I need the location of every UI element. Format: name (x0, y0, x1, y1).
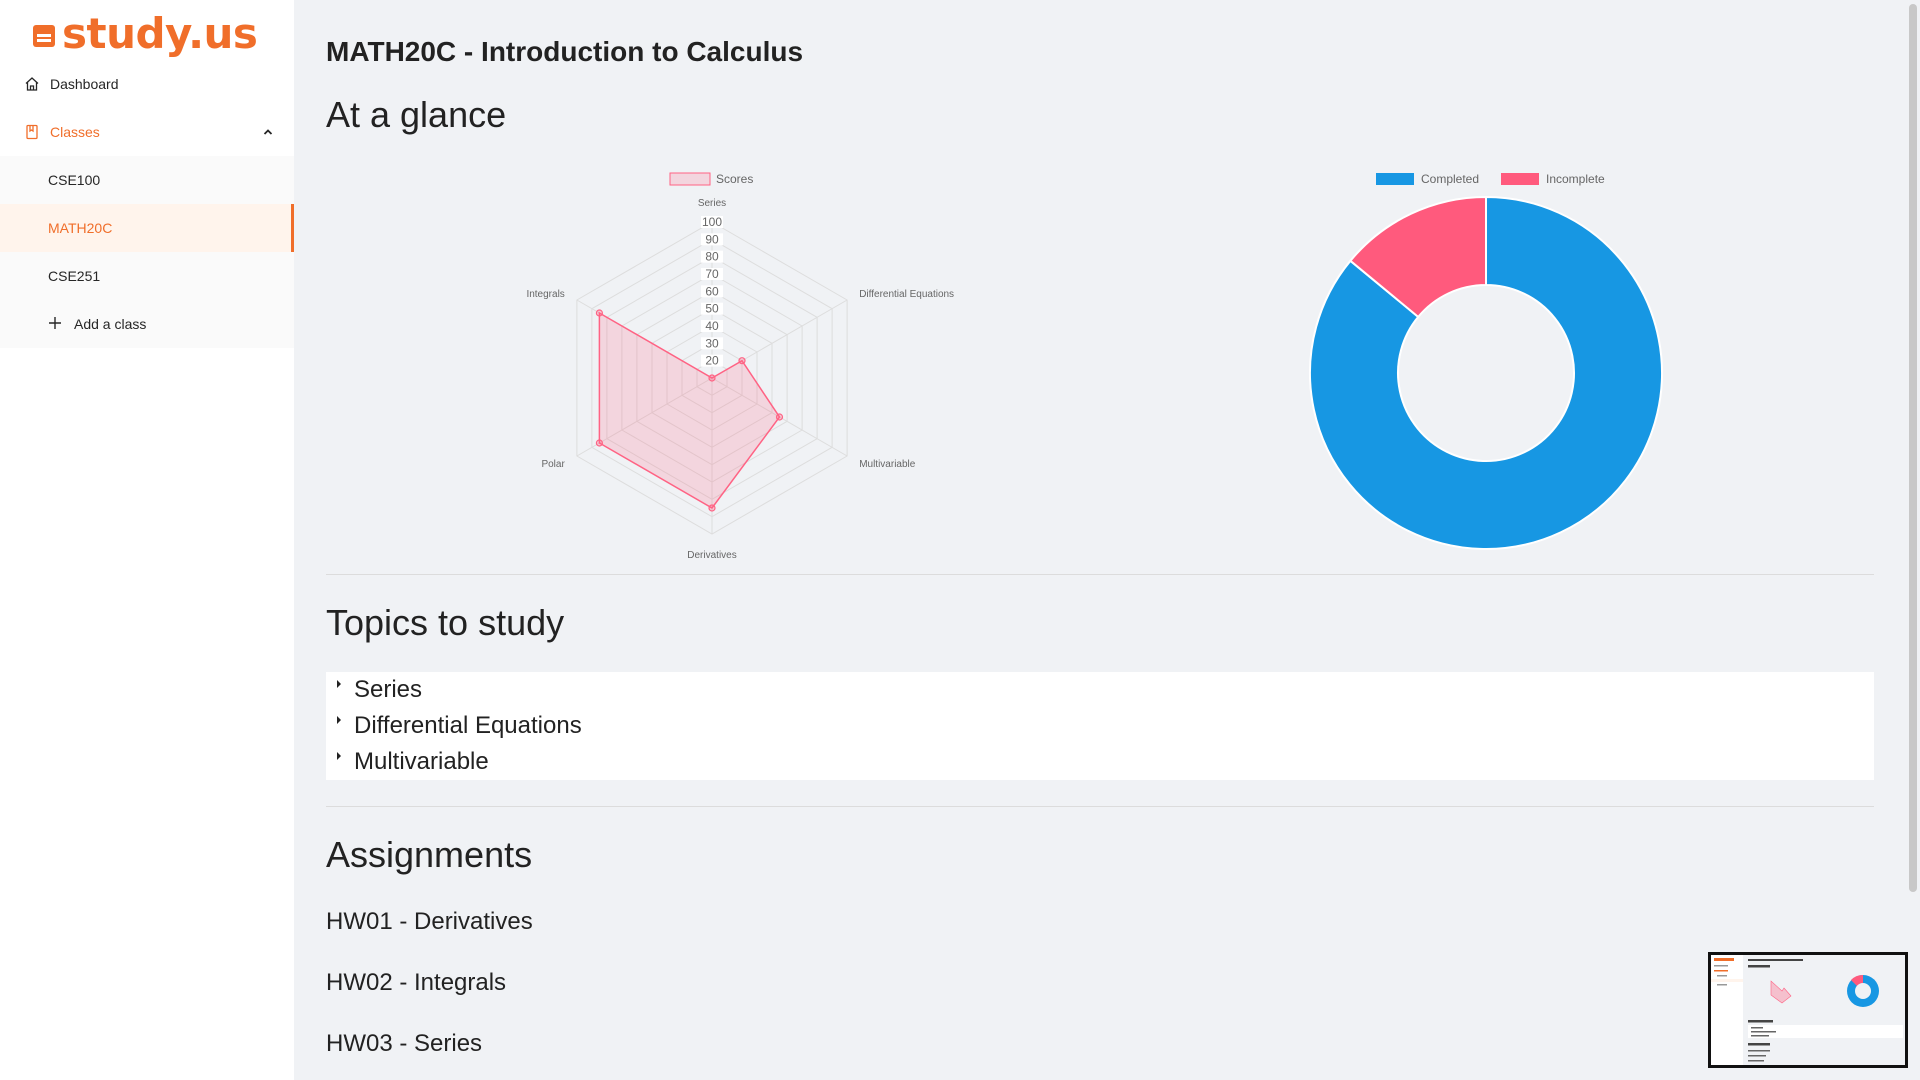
radar-axis-label: Derivatives (687, 550, 736, 560)
vertical-scrollbar[interactable] (1906, 0, 1920, 1080)
radar-tick-label: 40 (705, 319, 719, 333)
radar-point[interactable] (708, 504, 716, 512)
topic-label: Series (354, 676, 423, 703)
radar-axis-label: Series (698, 198, 726, 209)
page-minimap[interactable] (1708, 952, 1908, 1068)
book-logo-icon (32, 19, 58, 49)
charts-svg: 20 30 40 50 60 70 80 90 100 Series Differential E… (526, 172, 1663, 561)
home-icon (24, 76, 40, 92)
sidebar-item-label: Classes (50, 124, 100, 140)
radar-point[interactable] (775, 413, 784, 421)
radar-tick-backdrop (701, 285, 723, 298)
section-divider (326, 806, 1874, 807)
radar-tick-label: 60 (705, 284, 719, 298)
doughnut-chart: Completed Incomplete (1309, 172, 1663, 550)
sidebar-item-classes[interactable]: Classes (0, 108, 294, 156)
assignment-hw01[interactable]: HW01 - Derivatives (326, 908, 533, 935)
radar-tick-backdrop (701, 233, 723, 246)
plus-icon (48, 316, 64, 332)
radar-axis-label: Differential Equations (859, 289, 954, 300)
doughnut-slice-incomplete[interactable] (1348, 195, 1487, 319)
topic-label: Multivariable (354, 748, 489, 775)
sidebar-menu: Dashboard Classes CSE100 MATH20C (0, 60, 294, 348)
classes-submenu: CSE100 MATH20C CSE251 Add a class (0, 156, 294, 348)
chevron-up-icon[interactable] (262, 125, 274, 137)
page-title: MATH20C - Introduction to Calculus (326, 36, 804, 67)
sidebar-item-label: Dashboard (50, 76, 119, 92)
radar-tick-label: 30 (705, 336, 719, 350)
topic-series[interactable]: Series (326, 672, 1874, 708)
radar-tick-backdrop (701, 320, 723, 332)
scrollbar-thumb[interactable] (1909, 4, 1917, 892)
radar-legend[interactable]: Scores (669, 172, 753, 186)
caret-right-icon (334, 751, 344, 761)
caret-right-icon (334, 679, 344, 689)
doughnut-legend-label[interactable]: Completed (1421, 172, 1479, 186)
sidebar: study.us Dashboard Classes (0, 0, 294, 1080)
radar-tick-label: 100 (702, 215, 722, 229)
sidebar-item-math20c[interactable]: MATH20C (0, 204, 294, 252)
radar-point[interactable] (738, 357, 746, 365)
add-class-button[interactable]: Add a class (0, 300, 294, 348)
radar-axis-label: Polar (541, 459, 565, 470)
brand-logo[interactable]: study.us (32, 9, 258, 58)
glance-heading: At a glance (326, 94, 507, 135)
topic-differential-equations[interactable]: Differential Equations (326, 708, 1874, 744)
add-class-label: Add a class (74, 316, 147, 332)
radar-point[interactable] (708, 374, 716, 382)
topic-label: Differential Equations (354, 712, 582, 739)
sidebar-item-cse100[interactable]: CSE100 (0, 156, 294, 204)
topics-heading: Topics to study (326, 602, 565, 643)
radar-tick-label: 70 (705, 267, 719, 281)
doughnut-legend-label[interactable]: Incomplete (1546, 172, 1605, 186)
radar-tick-backdrop (701, 268, 723, 280)
radar-series-area (598, 311, 781, 509)
glance-charts: 20 30 40 50 60 70 80 90 100 Series Differential E… (326, 160, 1874, 561)
radar-point[interactable] (595, 309, 603, 317)
sidebar-item-label: CSE100 (48, 172, 101, 188)
doughnut-legend-swatch[interactable] (1501, 173, 1539, 185)
radar-tick-backdrop (701, 302, 723, 315)
book-icon (24, 124, 40, 140)
radar-tick-backdrop (701, 354, 723, 367)
radar-tick-backdrop (701, 216, 723, 228)
brand-name: study.us (62, 9, 258, 58)
radar-tick-label: 80 (705, 250, 719, 264)
doughnut-legend-swatch[interactable] (1376, 173, 1414, 185)
caret-right-icon (334, 715, 344, 725)
sidebar-item-dashboard[interactable]: Dashboard (0, 60, 294, 108)
radar-legend-label: Scores (716, 172, 753, 186)
minimap-preview (1711, 955, 1903, 1065)
assignment-hw03[interactable]: HW03 - Series (326, 1030, 483, 1057)
radar-point[interactable] (595, 439, 603, 447)
topics-list: Series Differential Equations Multivaria… (326, 672, 1874, 780)
assignment-hw02[interactable]: HW02 - Integrals (326, 969, 507, 996)
sidebar-item-label: CSE251 (48, 268, 101, 284)
section-divider (326, 574, 1874, 575)
assignments-heading: Assignments (326, 834, 533, 875)
doughnut-slice-completed[interactable] (1309, 195, 1663, 550)
radar-tick-label: 20 (705, 354, 719, 368)
radar-tick-label: 90 (705, 232, 719, 246)
radar-tick-label: 50 (705, 302, 719, 316)
radar-tick-backdrop (701, 250, 723, 263)
radar-axis-label: Integrals (526, 289, 564, 300)
radar-axis-label: Multivariable (859, 459, 916, 470)
sidebar-item-label: MATH20C (48, 220, 113, 236)
radar-chart: 20 30 40 50 60 70 80 90 100 Series Differential E… (526, 172, 954, 561)
radar-tick-backdrop (701, 337, 723, 350)
topic-multivariable[interactable]: Multivariable (326, 744, 1874, 780)
sidebar-item-cse251[interactable]: CSE251 (0, 252, 294, 300)
